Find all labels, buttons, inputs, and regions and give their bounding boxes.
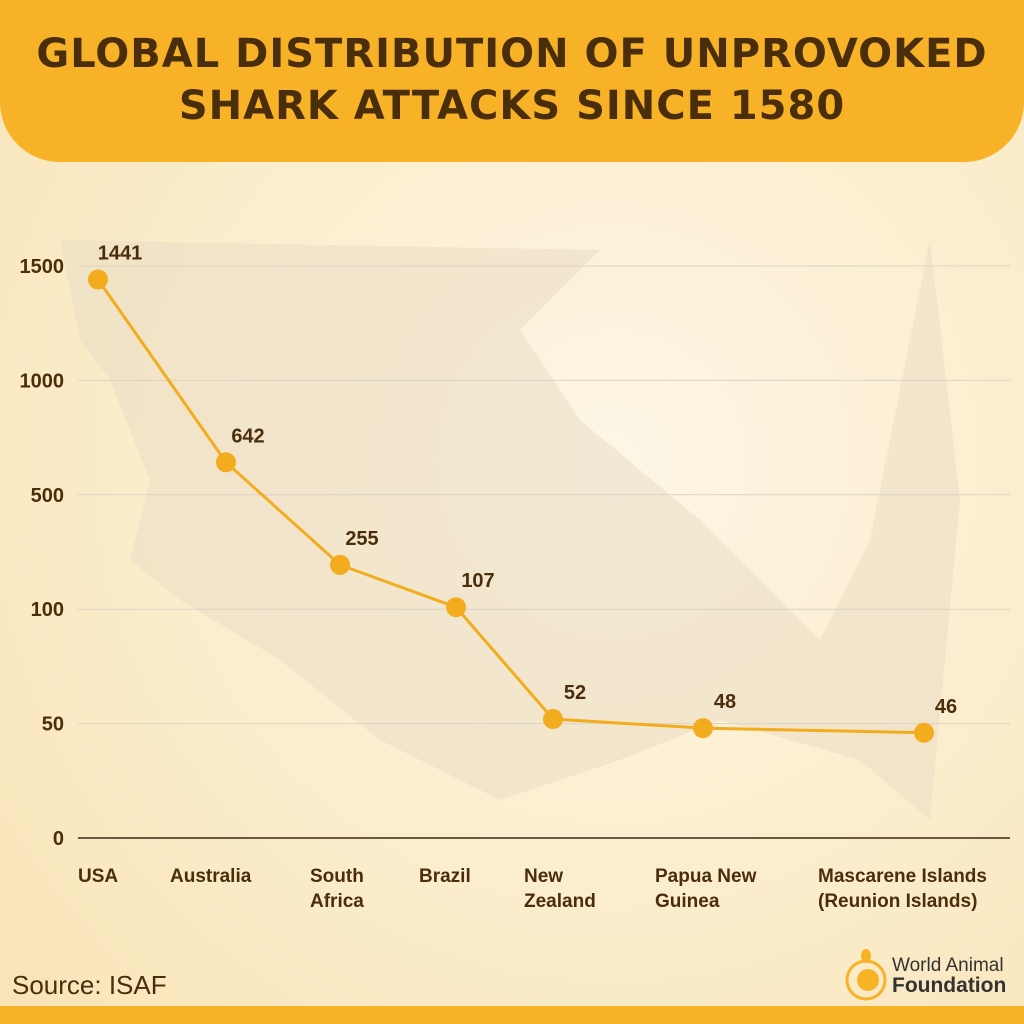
y-tick-label: 1500 xyxy=(20,256,65,278)
x-tick-label: Brazil xyxy=(419,866,471,887)
y-tick-label: 0 xyxy=(53,828,64,850)
data-point xyxy=(216,452,236,473)
logo-text-line2: Foundation xyxy=(892,974,1007,997)
bottom-bar xyxy=(0,1006,1024,1024)
x-tick-label: South Africa xyxy=(310,866,364,912)
data-point xyxy=(446,597,466,618)
x-tick-label: Papua New Guinea xyxy=(655,866,757,912)
data-label: 642 xyxy=(231,425,264,447)
data-label: 255 xyxy=(345,528,378,550)
y-tick-label: 1000 xyxy=(20,370,65,392)
data-label: 48 xyxy=(714,691,736,713)
data-point xyxy=(88,269,108,290)
title-line-1: GLOBAL DISTRIBUTION OF UNPROVOKED xyxy=(36,31,988,77)
y-tick-label: 500 xyxy=(31,485,64,507)
data-point xyxy=(543,709,563,730)
data-point xyxy=(693,718,713,739)
logo-text-line1: World Animal xyxy=(892,955,1004,976)
title-line-2: SHARK ATTACKS SINCE 1580 xyxy=(178,83,846,129)
header-banner xyxy=(0,0,1024,162)
data-label: 46 xyxy=(935,696,957,718)
data-label: 107 xyxy=(461,570,494,592)
data-point xyxy=(914,722,934,743)
x-tick-label: Australia xyxy=(170,866,252,887)
y-tick-label: 50 xyxy=(42,714,64,736)
shark-watermark xyxy=(60,240,960,820)
data-label: 1441 xyxy=(98,242,143,264)
source-label: Source: ISAF xyxy=(12,970,167,1000)
x-tick-label: USA xyxy=(78,866,119,887)
chart-title: GLOBAL DISTRIBUTION OF UNPROVOKED SHARK … xyxy=(0,28,1024,132)
data-point xyxy=(330,554,350,575)
x-tick-label: New Zealand xyxy=(524,866,596,912)
y-tick-label: 100 xyxy=(31,599,64,621)
world-animal-foundation-logo-icon xyxy=(845,949,887,1001)
data-label: 52 xyxy=(564,682,586,704)
x-tick-label: Mascarene Islands (Reunion Islands) xyxy=(818,866,987,912)
